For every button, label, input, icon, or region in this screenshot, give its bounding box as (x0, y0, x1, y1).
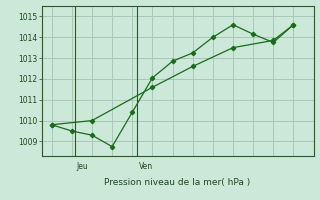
Text: Ven: Ven (139, 162, 154, 171)
Text: Pression niveau de la mer( hPa ): Pression niveau de la mer( hPa ) (104, 179, 251, 188)
Text: Jeu: Jeu (77, 162, 89, 171)
